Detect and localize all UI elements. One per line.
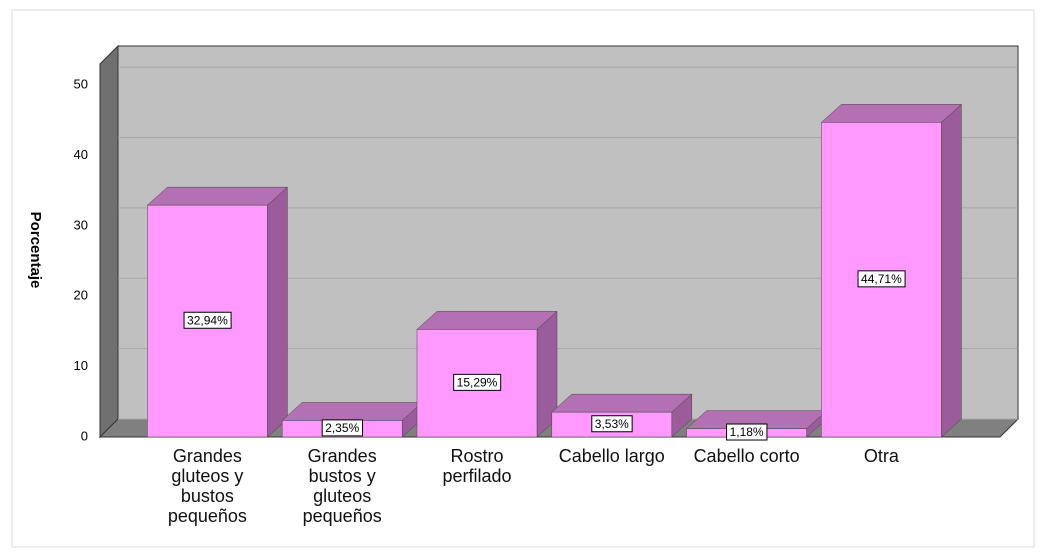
bar-side xyxy=(941,103,962,438)
x-tick-label: Otra xyxy=(863,446,899,466)
x-tick-label: Cabello largo xyxy=(558,446,665,466)
x-tick-label: Grandes gluteos y bustos pequeños xyxy=(167,446,247,526)
value-label-box xyxy=(726,423,768,441)
y-axis-label: Porcentaje xyxy=(27,212,44,289)
value-label-text: 44,71% xyxy=(861,272,902,286)
bar-top xyxy=(146,186,289,206)
bar-top xyxy=(281,402,423,421)
bar-top xyxy=(820,104,963,123)
value-label-text: 2,35% xyxy=(325,421,359,435)
value-label-text: 15,29% xyxy=(457,375,498,389)
left-wall xyxy=(99,44,119,439)
y-tick-label: 0 xyxy=(81,428,88,443)
value-label-box xyxy=(591,415,633,433)
value-label-text: 1,18% xyxy=(730,425,764,439)
value-label: 44,71% xyxy=(857,270,906,288)
x-tick-label: Grandes bustos y gluteos pequeños xyxy=(302,446,382,526)
x-tick-label: Cabello corto xyxy=(693,446,800,466)
value-label: 1,18% xyxy=(726,423,768,441)
value-label: 2,35% xyxy=(321,419,364,437)
value-label: 15,29% xyxy=(453,373,502,391)
y-tick-label: 10 xyxy=(74,358,88,373)
y-tick-label: 20 xyxy=(74,288,88,303)
bar-top xyxy=(551,393,693,413)
x-tick-label: Rostro perfilado xyxy=(442,446,512,486)
y-tick-label: 30 xyxy=(74,217,88,232)
value-label-box xyxy=(321,419,364,437)
value-label: 32,94% xyxy=(183,311,232,329)
value-label-box xyxy=(453,373,502,391)
bar-top xyxy=(416,311,558,330)
frame xyxy=(11,9,1035,548)
value-label: 3,53% xyxy=(591,415,633,433)
value-label-box xyxy=(857,270,906,288)
y-tick-label: 40 xyxy=(74,147,88,162)
bar-side xyxy=(267,186,288,438)
value-label-box xyxy=(183,311,232,329)
value-label-text: 3,53% xyxy=(595,417,629,431)
y-tick-label: 50 xyxy=(74,77,88,92)
value-label-text: 32,94% xyxy=(187,313,228,327)
